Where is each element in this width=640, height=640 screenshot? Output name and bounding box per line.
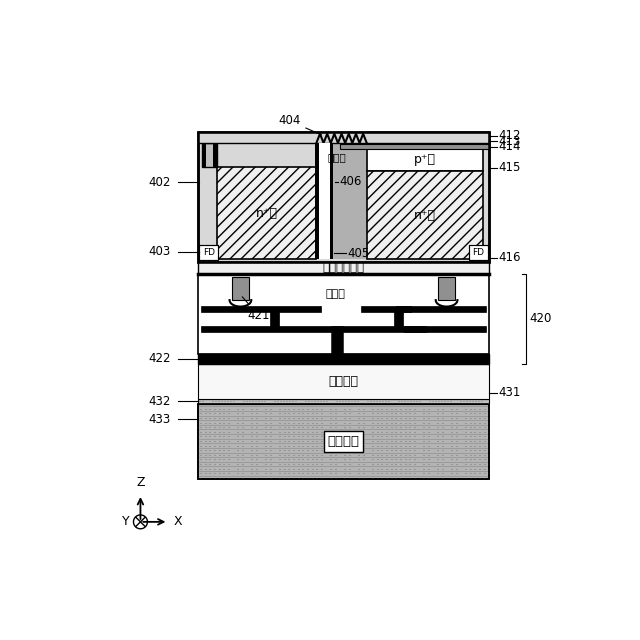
Text: 433: 433 [148, 413, 171, 426]
Bar [213, 143, 217, 167]
Bar [198, 404, 489, 479]
Bar [340, 132, 489, 139]
Bar [438, 277, 455, 300]
Bar [367, 149, 483, 171]
Text: 415: 415 [499, 161, 521, 174]
Bar [198, 354, 489, 364]
Text: n⁺層: n⁺層 [414, 209, 436, 221]
Text: 酸化膜: 酸化膜 [327, 152, 346, 162]
Bar [202, 143, 217, 167]
Bar [469, 244, 488, 260]
Bar [198, 274, 489, 354]
Bar [232, 277, 249, 300]
Text: 404: 404 [278, 114, 321, 135]
Text: FD: FD [472, 248, 484, 257]
Text: Z: Z [136, 476, 145, 489]
Bar [201, 326, 426, 332]
Text: 432: 432 [148, 395, 171, 408]
Bar [396, 307, 486, 312]
Bar [330, 143, 333, 259]
Bar [340, 144, 489, 149]
Text: 412: 412 [499, 129, 521, 142]
Bar [367, 171, 483, 259]
Text: ホール蔓積部: ホール蔓積部 [323, 261, 365, 275]
Bar [315, 143, 319, 259]
Text: FD: FD [203, 248, 214, 257]
Polygon shape [316, 132, 367, 143]
Text: 422: 422 [148, 352, 171, 365]
Bar [202, 143, 205, 167]
Text: 402: 402 [148, 176, 171, 189]
Bar [217, 167, 316, 259]
Text: 平坦化層: 平坦化層 [328, 375, 358, 388]
Text: Y: Y [122, 515, 129, 529]
Bar [404, 326, 486, 332]
Bar [469, 244, 488, 260]
Text: 405: 405 [348, 246, 370, 260]
Bar [199, 244, 218, 260]
Text: 414: 414 [499, 140, 521, 154]
Text: 支持基板: 支持基板 [328, 435, 360, 448]
Bar [198, 132, 489, 262]
Bar [360, 307, 411, 312]
Text: 403: 403 [148, 245, 171, 258]
Text: 431: 431 [499, 386, 521, 399]
Text: n⁺層: n⁺層 [256, 207, 278, 220]
Bar [198, 399, 489, 404]
Text: 406: 406 [340, 175, 362, 188]
Bar [198, 132, 489, 143]
Bar [201, 307, 321, 312]
Bar [199, 244, 218, 260]
Bar [198, 132, 489, 262]
Text: p⁺層: p⁺層 [414, 154, 436, 166]
Bar [198, 262, 489, 274]
Bar [340, 139, 489, 144]
Bar [316, 143, 367, 259]
Bar [315, 143, 333, 259]
Text: 420: 420 [529, 312, 552, 326]
Text: 416: 416 [499, 252, 521, 264]
Text: 413: 413 [499, 135, 521, 148]
Text: 絶縁層: 絶縁層 [326, 289, 346, 300]
Bar [198, 404, 489, 479]
Text: X: X [174, 515, 182, 529]
Text: 421: 421 [243, 297, 270, 322]
Bar [198, 364, 489, 399]
